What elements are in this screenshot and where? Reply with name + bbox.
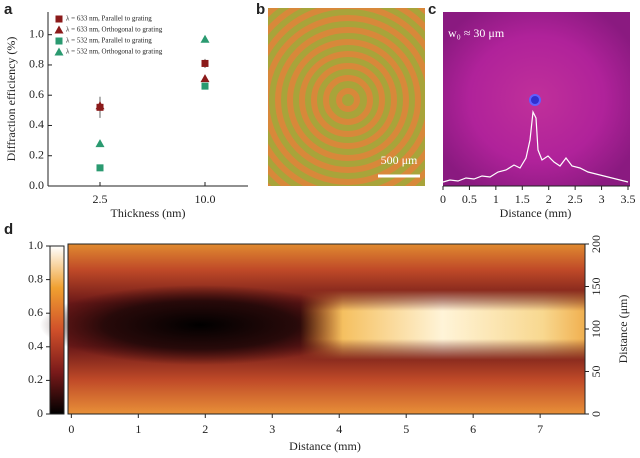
y-tick-label: 0 (589, 411, 603, 417)
point (54, 25, 64, 34)
point (96, 164, 104, 172)
x-tick-label: 3 (599, 192, 605, 206)
panel-label: b (256, 1, 265, 18)
point (201, 59, 209, 67)
y-tick-label: 0.8 (29, 57, 44, 71)
x-tick-label: 1.5 (515, 192, 530, 206)
legend-label: λ = 532 nm, Orthogonal to grating (66, 48, 163, 56)
y-tick-label: 0.4 (29, 117, 44, 131)
x-axis-label: Thickness (nm) (111, 206, 186, 220)
legend-label: λ = 633 nm, Parallel to grating (66, 15, 152, 23)
x-tick-label: 2.5 (93, 192, 108, 206)
ring-image (268, 8, 425, 186)
x-tick-label: 6 (470, 422, 476, 436)
scale-bar-label: 500 μm (381, 153, 418, 167)
panel-label: c (428, 1, 436, 18)
point (55, 15, 63, 23)
y-tick-label: 0.0 (29, 178, 44, 192)
x-tick-label: 0 (68, 422, 74, 436)
y-tick-label: 1.0 (29, 26, 44, 40)
colorbar-tick-label: 0.4 (28, 339, 43, 353)
colorbar (49, 245, 65, 415)
y-tick-label: 50 (589, 366, 603, 378)
point (54, 47, 64, 56)
colorbar-tick-label: 0 (37, 406, 43, 420)
x-tick-label: 3.5 (621, 192, 636, 206)
annotation: w₀ ≈ 30 μm (448, 26, 505, 40)
y-axis-label: Distance (μm) (616, 295, 630, 364)
colorbar-tick-label: 0.2 (28, 372, 43, 386)
heatmap-image (40, 243, 586, 415)
x-tick-label: 10.0 (195, 192, 216, 206)
x-tick-label: 2 (546, 192, 552, 206)
point (95, 139, 105, 148)
colorbar-tick-label: 0.8 (28, 271, 43, 285)
colorbar-tick-label: 0.6 (28, 305, 43, 319)
x-axis-label: Distance (mm) (289, 439, 361, 453)
x-tick-label: 1 (493, 192, 499, 206)
point (201, 82, 209, 90)
point (200, 34, 210, 43)
x-tick-label: 1 (135, 422, 141, 436)
x-tick-label: 2.5 (568, 192, 583, 206)
panel-label: a (4, 1, 13, 18)
x-tick-label: 0.5 (462, 192, 477, 206)
y-tick-label: 200 (589, 235, 603, 253)
x-tick-label: 2 (202, 422, 208, 436)
panel-label: d (4, 221, 13, 238)
point (95, 101, 105, 110)
x-tick-label: 4 (336, 422, 342, 436)
y-tick-label: 150 (589, 278, 603, 296)
legend-label: λ = 633 nm, Orthogonal to grating (66, 26, 163, 34)
x-tick-label: 0 (440, 192, 446, 206)
x-tick-label: 5 (403, 422, 409, 436)
x-tick-label: 3 (269, 422, 275, 436)
y-axis-label: Diffraction efficiency (%) (4, 37, 18, 162)
y-tick-label: 100 (589, 320, 603, 338)
y-tick-label: 0.2 (29, 147, 44, 161)
y-tick-label: 0.6 (29, 87, 44, 101)
point (200, 74, 210, 83)
legend-label: λ = 532 nm, Parallel to grating (66, 37, 152, 45)
point (55, 37, 63, 45)
colorbar-tick-label: 1.0 (28, 238, 43, 252)
x-axis-label: Distance (mm) (500, 206, 572, 220)
beam-image (442, 12, 630, 186)
x-tick-label: 7 (537, 422, 543, 436)
